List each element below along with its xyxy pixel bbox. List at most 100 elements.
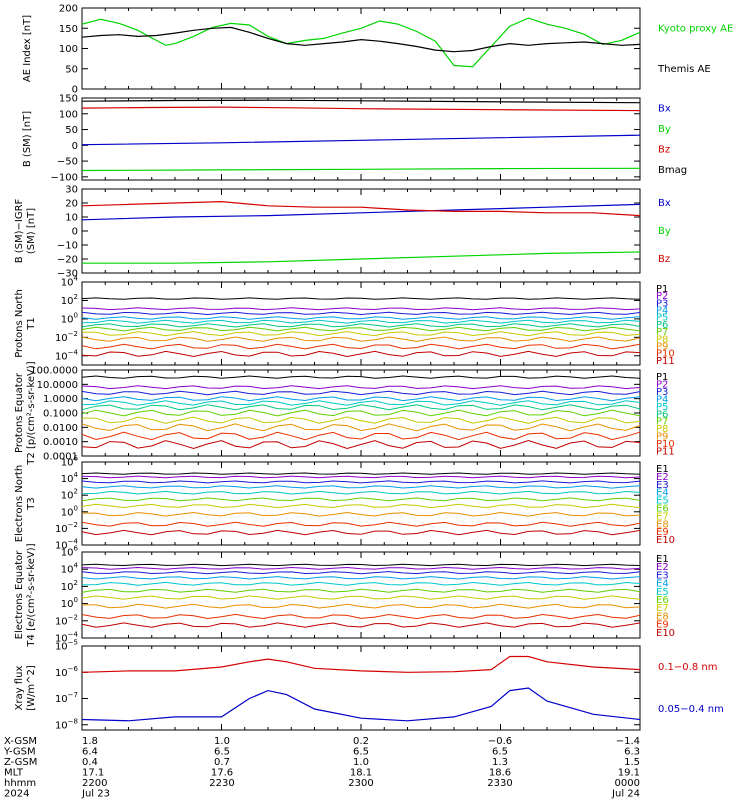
panel-4: Protons Equator T2 [p/(cm²-s-sr-keV)]100.… bbox=[14, 361, 675, 465]
y-tick-label: 0 bbox=[72, 141, 78, 152]
y-tick-label: 104 bbox=[61, 471, 79, 485]
channel-label-e1: E1 bbox=[656, 464, 669, 475]
legend-0-05-0-4-nm: 0.05−0.4 nm bbox=[658, 704, 724, 715]
channel-label-e10: E10 bbox=[656, 535, 675, 546]
footer-value-5-4: Jul 24 bbox=[611, 789, 640, 800]
channel-line-p10 bbox=[81, 343, 641, 350]
y-tick-label: 106 bbox=[61, 545, 79, 559]
y-tick-label: 100 bbox=[59, 109, 78, 120]
y-tick-label: 10−6 bbox=[55, 665, 79, 679]
channel-label-p4: P4 bbox=[656, 394, 668, 405]
footer-label-1: Y-GSM bbox=[3, 747, 36, 758]
channel-line-e7 bbox=[81, 595, 641, 600]
panel-1-ylabel: B (SM) [nT] bbox=[22, 111, 33, 167]
y-tick-label: 0 bbox=[72, 85, 78, 96]
panel-3: Protons North T1 104 102 100 10−2 10−4 P1P2P3P4… bbox=[14, 275, 675, 367]
footer-value-4-2: 2300 bbox=[348, 778, 373, 789]
channel-label-e8: E8 bbox=[656, 519, 669, 530]
y-tick-label: 0.1000 bbox=[43, 409, 78, 420]
y-tick-label: 0.0001 bbox=[43, 452, 78, 463]
legend-bx: Bx bbox=[658, 103, 671, 114]
channel-label-e4: E4 bbox=[656, 488, 669, 499]
y-tick-label: −50 bbox=[57, 157, 78, 168]
channel-label-p5: P5 bbox=[656, 402, 668, 413]
channel-label-p11: P11 bbox=[656, 447, 675, 458]
channel-line-p6 bbox=[81, 323, 641, 328]
y-tick-label: 100 bbox=[61, 596, 78, 610]
channel-line-p7 bbox=[81, 326, 641, 332]
footer-value-2-3: 1.3 bbox=[492, 757, 508, 768]
series-line-themis-ae bbox=[81, 26, 641, 53]
series-line-kyoto-proxy-ae bbox=[81, 17, 641, 68]
channel-label-e9: E9 bbox=[656, 527, 669, 538]
channel-label-e7: E7 bbox=[656, 511, 669, 522]
footer-value-3-4: 19.1 bbox=[618, 768, 640, 779]
footer-value-1-0: 6.4 bbox=[82, 747, 98, 758]
footer-value-1-3: 6.5 bbox=[492, 747, 508, 758]
footer-value-3-3: 18.6 bbox=[489, 768, 511, 779]
channel-label-e6: E6 bbox=[656, 504, 669, 515]
footer-value-0-3: −0.6 bbox=[488, 736, 512, 747]
y-tick-label: 10−4 bbox=[55, 538, 79, 552]
y-tick-label: 10−4 bbox=[55, 631, 79, 645]
channel-line-p3 bbox=[81, 311, 641, 316]
series-line-bz bbox=[81, 106, 641, 112]
y-tick-label: 20 bbox=[65, 199, 78, 210]
panel-7-ylabel: Xray flux bbox=[14, 666, 25, 711]
panel-0: AE Index [nT] 200 150 100 50 0 Kyoto proxy AE T… bbox=[22, 4, 733, 96]
y-tick-label: 106 bbox=[61, 455, 79, 469]
series-line-bx bbox=[81, 134, 641, 146]
y-tick-label: −100 bbox=[51, 172, 78, 183]
y-tick-label: 10.0000 bbox=[37, 380, 78, 391]
footer-value-2-0: 0.4 bbox=[82, 757, 98, 768]
series-line-by bbox=[81, 167, 641, 172]
channel-line-p5 bbox=[81, 319, 641, 324]
y-tick-label: 200 bbox=[59, 4, 78, 15]
y-tick-label: 10−2 bbox=[55, 330, 78, 344]
legend-by: By bbox=[658, 226, 671, 237]
channel-line-p8 bbox=[82, 331, 641, 337]
panel-6: Electrons Equator T4 [e/(cm²-s-sr-keV)] 10… bbox=[14, 543, 675, 647]
footer-value-1-2: 6.5 bbox=[353, 747, 369, 758]
panel-4-ylabel-2: T2 [p/(cm²-s-sr-keV)] bbox=[26, 361, 37, 465]
panel-0-frame bbox=[81, 7, 641, 90]
panel-2-ylabel-2: (SM) [nT] bbox=[26, 208, 37, 254]
panel-0-ylabel: AE Index [nT] bbox=[22, 15, 33, 82]
channel-label-e5: E5 bbox=[656, 587, 669, 598]
footer-value-3-2: 18.1 bbox=[350, 768, 372, 779]
y-tick-label: 100.0000 bbox=[30, 366, 78, 377]
footer-label-3: MLT bbox=[4, 768, 24, 779]
y-tick-label: 150 bbox=[59, 94, 78, 105]
y-tick-label: 30 bbox=[65, 185, 78, 196]
footer-value-3-0: 17.1 bbox=[82, 768, 104, 779]
y-tick-label: 104 bbox=[61, 275, 79, 289]
channel-line-e5 bbox=[81, 581, 641, 586]
footer-value-4-3: 2330 bbox=[487, 778, 512, 789]
channel-label-p10: P10 bbox=[656, 349, 675, 360]
channel-line-p7 bbox=[81, 409, 641, 417]
channel-label-p7: P7 bbox=[656, 327, 668, 338]
channel-line-p1 bbox=[81, 297, 641, 300]
channel-label-e5: E5 bbox=[656, 496, 669, 507]
channel-label-p9: P9 bbox=[656, 432, 668, 443]
panel-5-ylabel-2: T3 bbox=[26, 497, 37, 510]
panel-6-ylabel-2: T4 [e/(cm²-s-sr-keV)] bbox=[26, 543, 37, 647]
channel-label-e8: E8 bbox=[656, 611, 669, 622]
legend-bz: Bz bbox=[658, 254, 670, 265]
channel-label-p6: P6 bbox=[656, 409, 668, 420]
channel-label-p7: P7 bbox=[656, 417, 668, 428]
legend-by: By bbox=[658, 124, 671, 135]
y-tick-label: 10−7 bbox=[55, 691, 78, 705]
panel-5-ylabel: Electrons North bbox=[14, 465, 25, 542]
footer-label-4: hhmm bbox=[4, 778, 36, 789]
channel-line-e8 bbox=[82, 603, 641, 609]
legend-themis-ae: Themis AE bbox=[657, 64, 711, 75]
y-tick-label: 150 bbox=[59, 24, 78, 35]
series-line-by bbox=[82, 251, 641, 264]
channel-label-p5: P5 bbox=[656, 313, 668, 324]
footer-value-0-0: 1.8 bbox=[82, 736, 98, 747]
channel-label-e2: E2 bbox=[656, 562, 669, 573]
y-tick-label: 0.0100 bbox=[43, 423, 78, 434]
channel-line-e4 bbox=[81, 485, 641, 489]
panel-2-ylabel: B (SM)−IGRF bbox=[14, 198, 25, 263]
